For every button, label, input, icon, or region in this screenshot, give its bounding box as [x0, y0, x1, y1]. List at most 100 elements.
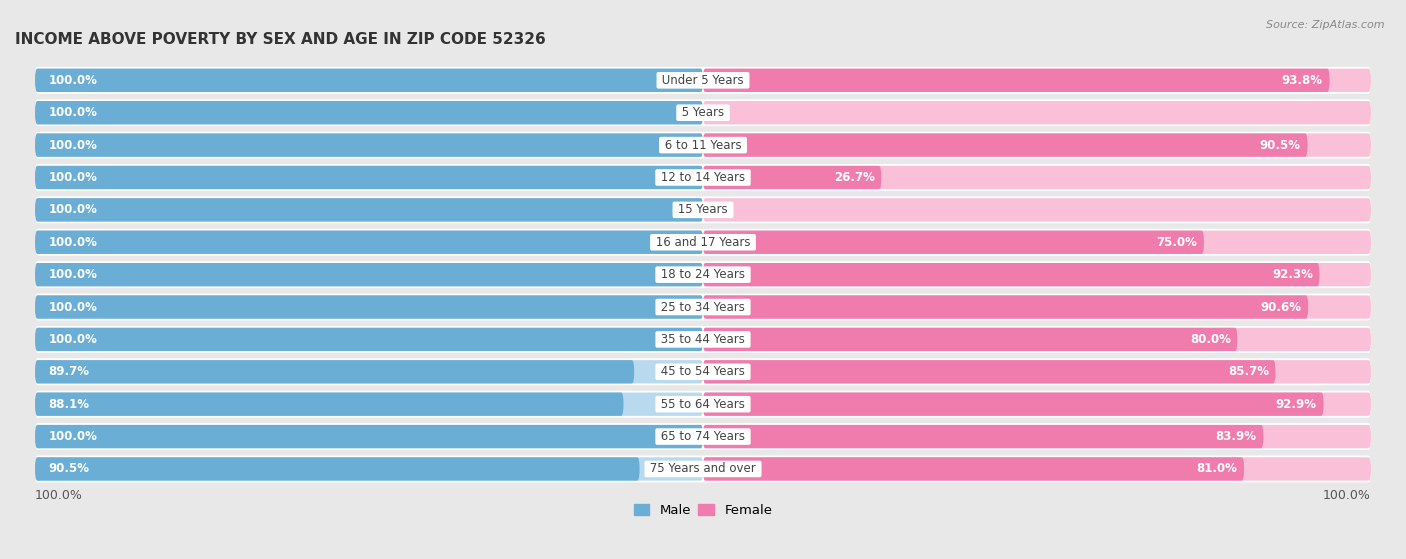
- FancyBboxPatch shape: [703, 69, 1330, 92]
- FancyBboxPatch shape: [35, 295, 703, 319]
- Text: 75.0%: 75.0%: [1156, 236, 1198, 249]
- Text: 92.3%: 92.3%: [1272, 268, 1313, 281]
- Text: 100.0%: 100.0%: [48, 106, 97, 119]
- FancyBboxPatch shape: [703, 425, 1264, 448]
- FancyBboxPatch shape: [35, 100, 1371, 126]
- FancyBboxPatch shape: [35, 328, 703, 351]
- Text: 100.0%: 100.0%: [48, 268, 97, 281]
- Text: 81.0%: 81.0%: [1197, 462, 1237, 476]
- Text: 12 to 14 Years: 12 to 14 Years: [657, 171, 749, 184]
- Text: Source: ZipAtlas.com: Source: ZipAtlas.com: [1267, 20, 1385, 30]
- Text: 6 to 11 Years: 6 to 11 Years: [661, 139, 745, 151]
- FancyBboxPatch shape: [35, 425, 703, 448]
- Text: 88.1%: 88.1%: [48, 397, 90, 411]
- FancyBboxPatch shape: [35, 392, 703, 416]
- FancyBboxPatch shape: [35, 326, 1371, 353]
- FancyBboxPatch shape: [35, 261, 1371, 288]
- Text: 5 Years: 5 Years: [678, 106, 728, 119]
- Text: 100.0%: 100.0%: [1323, 489, 1371, 502]
- FancyBboxPatch shape: [703, 392, 1323, 416]
- FancyBboxPatch shape: [703, 166, 882, 189]
- FancyBboxPatch shape: [35, 358, 1371, 385]
- FancyBboxPatch shape: [35, 328, 703, 351]
- Text: 26.7%: 26.7%: [834, 171, 875, 184]
- Text: 85.7%: 85.7%: [1227, 365, 1268, 378]
- FancyBboxPatch shape: [35, 392, 623, 416]
- Text: 89.7%: 89.7%: [48, 365, 90, 378]
- Text: 16 and 17 Years: 16 and 17 Years: [652, 236, 754, 249]
- Text: 15 Years: 15 Years: [675, 203, 731, 216]
- FancyBboxPatch shape: [35, 360, 703, 383]
- Text: 100.0%: 100.0%: [48, 203, 97, 216]
- FancyBboxPatch shape: [35, 101, 703, 124]
- FancyBboxPatch shape: [35, 198, 703, 221]
- FancyBboxPatch shape: [35, 166, 703, 189]
- FancyBboxPatch shape: [35, 263, 703, 286]
- FancyBboxPatch shape: [35, 198, 703, 221]
- FancyBboxPatch shape: [35, 457, 703, 481]
- Text: 25 to 34 Years: 25 to 34 Years: [657, 301, 749, 314]
- FancyBboxPatch shape: [35, 295, 703, 319]
- FancyBboxPatch shape: [35, 391, 1371, 418]
- FancyBboxPatch shape: [703, 198, 1371, 221]
- FancyBboxPatch shape: [35, 457, 640, 481]
- FancyBboxPatch shape: [35, 360, 634, 383]
- Text: 100.0%: 100.0%: [48, 139, 97, 151]
- Text: 65 to 74 Years: 65 to 74 Years: [657, 430, 749, 443]
- Text: 90.6%: 90.6%: [1261, 301, 1302, 314]
- FancyBboxPatch shape: [703, 457, 1371, 481]
- FancyBboxPatch shape: [703, 457, 1244, 481]
- Text: 100.0%: 100.0%: [48, 74, 97, 87]
- Text: 93.8%: 93.8%: [1282, 74, 1323, 87]
- FancyBboxPatch shape: [703, 392, 1371, 416]
- Text: 55 to 64 Years: 55 to 64 Years: [657, 397, 749, 411]
- FancyBboxPatch shape: [703, 328, 1237, 351]
- Text: 100.0%: 100.0%: [48, 430, 97, 443]
- Text: 100.0%: 100.0%: [48, 333, 97, 346]
- FancyBboxPatch shape: [35, 456, 1371, 482]
- FancyBboxPatch shape: [703, 69, 1371, 92]
- FancyBboxPatch shape: [703, 166, 1371, 189]
- Text: 100.0%: 100.0%: [48, 236, 97, 249]
- FancyBboxPatch shape: [703, 425, 1371, 448]
- FancyBboxPatch shape: [703, 101, 1371, 124]
- Text: 100.0%: 100.0%: [48, 171, 97, 184]
- FancyBboxPatch shape: [703, 360, 1371, 383]
- FancyBboxPatch shape: [35, 263, 703, 286]
- FancyBboxPatch shape: [35, 101, 703, 124]
- FancyBboxPatch shape: [35, 69, 703, 92]
- Text: Under 5 Years: Under 5 Years: [658, 74, 748, 87]
- FancyBboxPatch shape: [703, 231, 1371, 254]
- FancyBboxPatch shape: [703, 231, 1204, 254]
- Text: 100.0%: 100.0%: [35, 489, 83, 502]
- FancyBboxPatch shape: [35, 196, 1371, 223]
- FancyBboxPatch shape: [35, 231, 703, 254]
- FancyBboxPatch shape: [703, 263, 1319, 286]
- FancyBboxPatch shape: [35, 69, 703, 92]
- FancyBboxPatch shape: [703, 295, 1371, 319]
- Text: 90.5%: 90.5%: [48, 462, 90, 476]
- FancyBboxPatch shape: [35, 231, 703, 254]
- Text: 35 to 44 Years: 35 to 44 Years: [657, 333, 749, 346]
- FancyBboxPatch shape: [35, 423, 1371, 450]
- Text: 80.0%: 80.0%: [1189, 333, 1230, 346]
- FancyBboxPatch shape: [35, 166, 703, 189]
- Text: 18 to 24 Years: 18 to 24 Years: [657, 268, 749, 281]
- FancyBboxPatch shape: [35, 134, 703, 157]
- Text: 83.9%: 83.9%: [1216, 430, 1257, 443]
- FancyBboxPatch shape: [35, 67, 1371, 94]
- FancyBboxPatch shape: [703, 360, 1275, 383]
- Text: 45 to 54 Years: 45 to 54 Years: [657, 365, 749, 378]
- FancyBboxPatch shape: [35, 134, 703, 157]
- Text: 75 Years and over: 75 Years and over: [647, 462, 759, 476]
- FancyBboxPatch shape: [35, 425, 703, 448]
- Legend: Male, Female: Male, Female: [628, 499, 778, 522]
- Text: 92.9%: 92.9%: [1275, 397, 1317, 411]
- FancyBboxPatch shape: [703, 134, 1371, 157]
- FancyBboxPatch shape: [703, 263, 1371, 286]
- Text: INCOME ABOVE POVERTY BY SEX AND AGE IN ZIP CODE 52326: INCOME ABOVE POVERTY BY SEX AND AGE IN Z…: [15, 32, 546, 47]
- FancyBboxPatch shape: [35, 132, 1371, 159]
- FancyBboxPatch shape: [703, 134, 1308, 157]
- Text: 90.5%: 90.5%: [1260, 139, 1301, 151]
- Text: 100.0%: 100.0%: [48, 301, 97, 314]
